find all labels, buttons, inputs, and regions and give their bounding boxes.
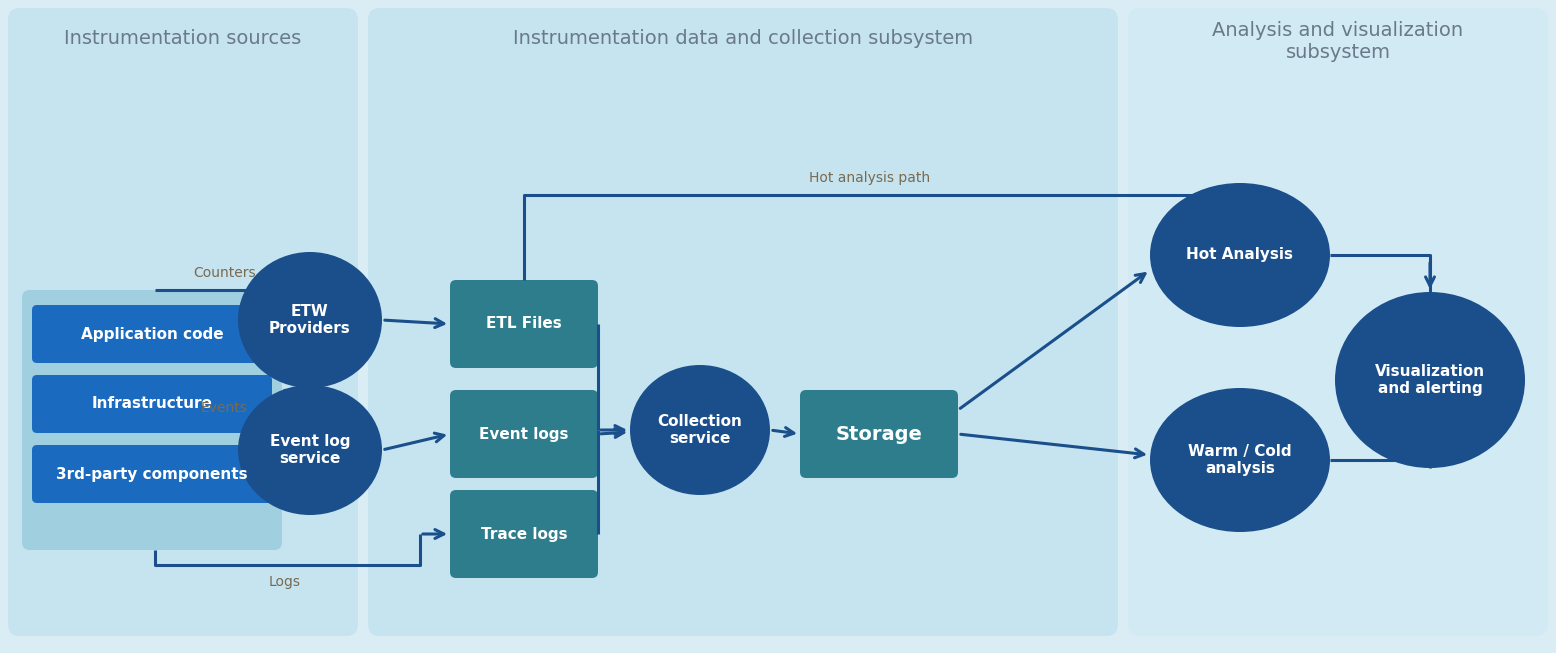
Text: Infrastructure: Infrastructure [92,396,213,411]
FancyBboxPatch shape [22,290,282,550]
Text: Analysis and visualization
subsystem: Analysis and visualization subsystem [1212,22,1464,63]
Text: Logs: Logs [269,575,300,589]
FancyBboxPatch shape [33,375,272,433]
FancyBboxPatch shape [33,445,272,503]
Text: Hot analysis path: Hot analysis path [809,171,930,185]
Text: Events: Events [201,401,247,415]
Text: ETL Files: ETL Files [485,317,562,332]
Text: Application code: Application code [81,326,224,342]
Text: Event logs: Event logs [479,426,569,441]
Text: Collection
service: Collection service [658,414,742,446]
Text: Event log
service: Event log service [269,434,350,466]
Ellipse shape [238,385,383,515]
Text: Counters: Counters [193,266,257,280]
Text: Trace logs: Trace logs [481,526,568,541]
Text: Visualization
and alerting: Visualization and alerting [1376,364,1484,396]
Ellipse shape [1335,292,1525,468]
Text: Warm / Cold
analysis: Warm / Cold analysis [1189,444,1291,476]
Ellipse shape [238,252,383,388]
Ellipse shape [630,365,770,495]
FancyBboxPatch shape [450,490,598,578]
Text: ETW
Providers: ETW Providers [269,304,350,336]
FancyBboxPatch shape [1128,8,1548,636]
FancyBboxPatch shape [450,390,598,478]
Text: Hot Analysis: Hot Analysis [1187,247,1293,263]
Text: Instrumentation data and collection subsystem: Instrumentation data and collection subs… [513,29,972,48]
FancyBboxPatch shape [369,8,1119,636]
Ellipse shape [1150,183,1330,327]
FancyBboxPatch shape [33,305,272,363]
Text: Storage: Storage [836,424,923,443]
FancyBboxPatch shape [450,280,598,368]
Ellipse shape [1150,388,1330,532]
FancyBboxPatch shape [8,8,358,636]
FancyBboxPatch shape [800,390,958,478]
Text: Instrumentation sources: Instrumentation sources [64,29,302,48]
Text: 3rd-party components: 3rd-party components [56,466,247,481]
